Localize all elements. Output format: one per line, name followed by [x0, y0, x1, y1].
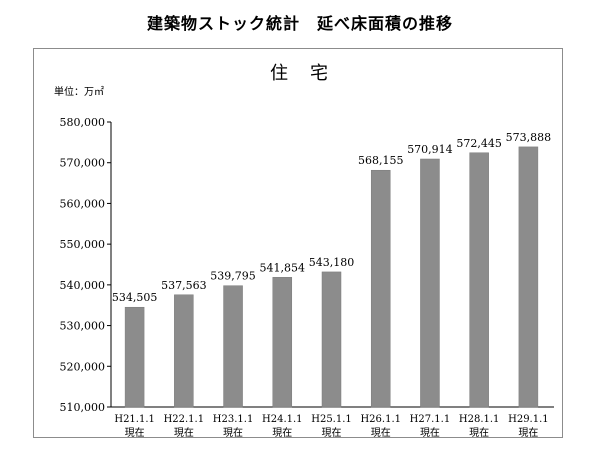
- bar: [469, 152, 489, 408]
- x-tick-label: H29.1.1: [508, 414, 549, 425]
- x-tick-label: H22.1.1: [164, 414, 205, 425]
- x-tick-label-suffix: 現在: [469, 427, 489, 439]
- data-label: 568,155: [358, 154, 404, 167]
- x-tick-label-suffix: 現在: [125, 427, 145, 439]
- page-title: 建築物ストック統計 延べ床面積の推移: [146, 14, 453, 33]
- y-tick-label: 560,000: [60, 197, 106, 210]
- y-tick-label: 530,000: [60, 320, 106, 333]
- data-label: 534,505: [112, 291, 158, 304]
- x-tick-label: H26.1.1: [360, 414, 401, 425]
- chart-title: 住宅: [270, 63, 350, 84]
- data-label: 570,914: [407, 143, 453, 156]
- x-tick-label-suffix: 現在: [322, 427, 342, 439]
- chart-frame: 住宅 単位：万㎡ 510,000 520,000 530,000 540,000 550…: [33, 48, 563, 439]
- x-axis-labels: H21.1.1 現在 H22.1.1 現在 H23.1.1 現在 H24.1.1 現在 H25.…: [114, 414, 548, 439]
- y-tick-label: 580,000: [60, 116, 106, 129]
- unit-label: 単位：万㎡: [54, 85, 104, 98]
- x-tick-label-suffix: 現在: [174, 427, 194, 439]
- x-tick-label-suffix: 現在: [420, 427, 440, 439]
- x-tick-label: H23.1.1: [213, 414, 254, 425]
- data-label: 573,888: [506, 131, 552, 144]
- bar: [223, 285, 243, 408]
- y-tick-label: 520,000: [60, 360, 106, 373]
- y-axis: 510,000 520,000 530,000 540,000 550,000 560,0…: [60, 116, 554, 414]
- x-tick-label: H27.1.1: [410, 414, 451, 425]
- data-label: 543,180: [309, 256, 355, 269]
- bar: [124, 306, 145, 408]
- x-tick-label: H25.1.1: [311, 414, 352, 425]
- x-tick-label: H21.1.1: [114, 414, 155, 425]
- data-label: 539,795: [210, 270, 256, 283]
- x-tick-label-suffix: 現在: [518, 427, 538, 439]
- data-label: 572,445: [456, 137, 502, 150]
- x-tick-label-suffix: 現在: [223, 427, 243, 439]
- data-label: 541,854: [260, 261, 306, 274]
- y-tick-label: 540,000: [60, 279, 106, 292]
- data-label: 537,563: [161, 279, 207, 292]
- bar-chart: 住宅 単位：万㎡ 510,000 520,000 530,000 540,000 550…: [54, 63, 554, 439]
- x-tick-label-suffix: 現在: [371, 427, 391, 439]
- bar: [272, 277, 293, 408]
- y-tick-label: 570,000: [60, 157, 106, 170]
- x-tick-label: H28.1.1: [459, 414, 500, 425]
- bar: [518, 146, 539, 408]
- bar: [321, 271, 342, 408]
- bar: [420, 158, 440, 408]
- y-tick-label: 510,000: [60, 401, 106, 414]
- bars: [124, 146, 539, 408]
- y-tick-label: 550,000: [60, 238, 106, 251]
- x-tick-label: H24.1.1: [262, 414, 303, 425]
- bar: [174, 294, 194, 408]
- x-tick-label-suffix: 現在: [272, 427, 292, 439]
- bar: [370, 169, 391, 408]
